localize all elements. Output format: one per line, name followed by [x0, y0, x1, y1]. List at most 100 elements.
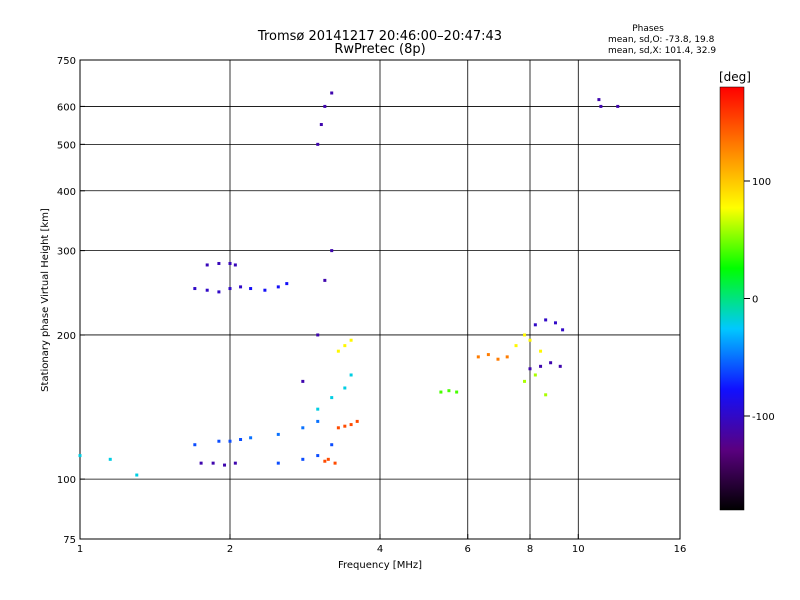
echo-point — [336, 426, 340, 430]
y-tick-label: 400 — [57, 187, 76, 198]
echo-point — [263, 288, 267, 292]
echo-point — [249, 436, 253, 440]
echo-point — [343, 344, 347, 348]
echo-point — [217, 261, 221, 265]
x-axis-ticks: 1 2 4 6 8 10 16 — [77, 534, 687, 555]
y-axis-ticks: 75 100 200 300 400 500 600 750 — [57, 56, 85, 546]
echo-point — [249, 287, 253, 291]
colorbar-tick-label: 0 — [752, 295, 758, 306]
echo-point — [228, 287, 232, 291]
echo-point — [544, 318, 548, 322]
chart-subtitle: RwPretec (8p) — [334, 42, 425, 57]
echo-point — [447, 389, 451, 393]
y-tick-label: 750 — [57, 56, 76, 67]
echo-point — [239, 285, 243, 289]
echo-point — [330, 91, 334, 95]
echo-point — [199, 461, 203, 465]
colorbar-tick-label: -100 — [752, 412, 775, 423]
echo-point — [205, 288, 209, 292]
y-tick-label: 500 — [57, 140, 76, 151]
echo-point — [239, 438, 243, 442]
grid — [80, 60, 680, 539]
echo-point — [597, 98, 601, 102]
echo-point — [336, 349, 340, 353]
echo-point — [330, 396, 334, 400]
colorbar-tick-label: 100 — [752, 177, 771, 188]
echo-point — [523, 333, 527, 337]
x-tick-label: 6 — [465, 544, 471, 555]
echo-point — [316, 333, 320, 337]
x-axis-label: Frequency [MHz] — [338, 560, 422, 571]
colorbar-label: [deg] — [719, 70, 751, 84]
echo-point — [533, 323, 537, 327]
echo-point — [228, 261, 232, 265]
x-tick-label: 2 — [227, 544, 233, 555]
y-tick-label: 600 — [57, 102, 76, 113]
echo-point — [549, 361, 553, 365]
echo-point — [323, 459, 327, 463]
x-tick-label: 1 — [77, 544, 83, 555]
echo-point — [285, 282, 289, 286]
echo-point — [193, 287, 197, 291]
echo-point — [539, 364, 543, 368]
x-tick-label: 10 — [572, 544, 585, 555]
echo-point — [455, 390, 459, 394]
echo-point — [349, 423, 353, 427]
colorbar — [719, 86, 745, 511]
echo-point — [326, 457, 330, 461]
echo-point — [544, 393, 548, 397]
x-tick-label: 16 — [674, 544, 687, 555]
echo-point — [561, 328, 565, 332]
echo-point — [523, 379, 527, 383]
echo-point — [301, 426, 305, 430]
y-axis-label: Stationary phase Virtual Height [km] — [40, 208, 51, 392]
echo-point — [599, 104, 603, 108]
echo-point — [553, 321, 557, 325]
echo-point — [217, 290, 221, 294]
echo-point — [514, 344, 518, 348]
y-tick-label: 75 — [63, 535, 76, 546]
echo-point — [496, 357, 500, 361]
echo-point — [233, 263, 237, 267]
echo-point — [301, 457, 305, 461]
echo-point — [193, 443, 197, 447]
echo-point — [323, 104, 327, 108]
chart-title: Tromsø 20141217 20:46:00–20:47:43 — [257, 29, 502, 44]
echo-point — [343, 386, 347, 390]
echo-point — [330, 443, 334, 447]
echo-point — [528, 338, 532, 342]
echo-point — [343, 424, 347, 428]
echo-point — [78, 454, 82, 458]
echo-point — [223, 463, 227, 467]
echo-point — [316, 407, 320, 411]
echo-point — [301, 379, 305, 383]
echo-point — [205, 263, 209, 267]
y-tick-label: 100 — [57, 475, 76, 486]
colorbar-ticks: 100 0 -100 — [744, 177, 775, 423]
echo-point — [558, 364, 562, 368]
echo-point — [349, 373, 353, 377]
y-tick-label: 300 — [57, 247, 76, 258]
echo-point — [528, 367, 532, 371]
echo-point — [316, 142, 320, 146]
echo-point — [228, 439, 232, 443]
echo-point — [539, 349, 543, 353]
echo-point — [349, 338, 353, 342]
echo-point — [616, 104, 620, 108]
echo-point — [533, 373, 537, 377]
echo-point — [330, 249, 334, 253]
echo-point — [135, 473, 139, 477]
y-tick-label: 200 — [57, 331, 76, 342]
echo-point — [233, 461, 237, 465]
echo-point — [486, 353, 490, 357]
echo-point — [276, 432, 280, 436]
x-tick-label: 8 — [527, 544, 533, 555]
echo-point — [276, 461, 280, 465]
echo-point — [476, 355, 480, 359]
echo-point — [316, 419, 320, 423]
echo-point — [108, 457, 112, 461]
x-tick-label: 4 — [377, 544, 383, 555]
echo-point — [316, 454, 320, 458]
echo-point — [211, 461, 215, 465]
